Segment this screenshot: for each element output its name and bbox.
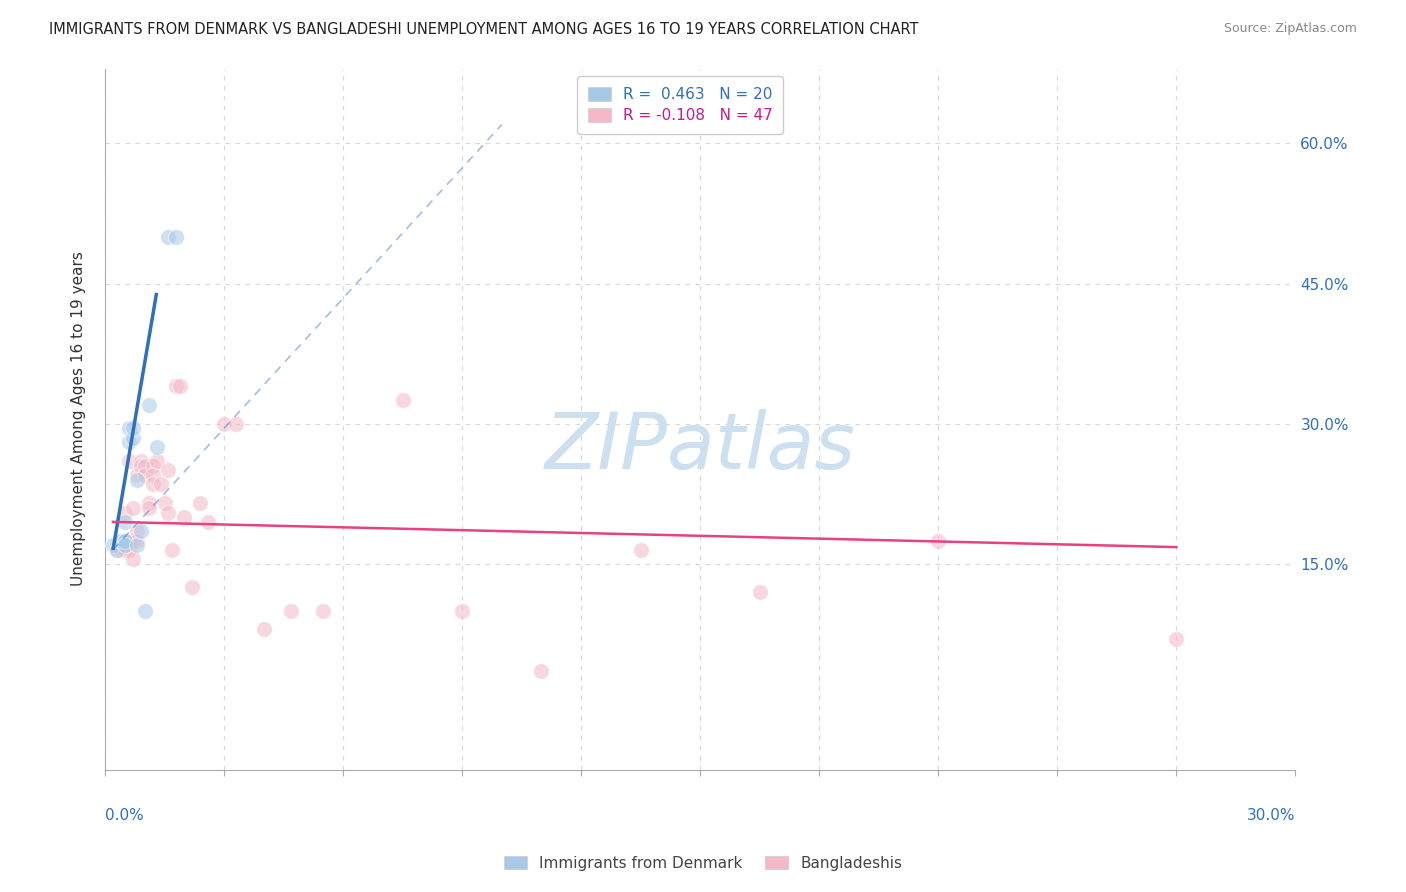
Point [1166, 632, 1188, 646]
Point [165, 379, 187, 393]
Point [391, 393, 413, 408]
Point [138, 398, 160, 412]
Point [530, 665, 553, 679]
Point [169, 379, 191, 393]
Point [134, 458, 156, 473]
Point [118, 421, 141, 435]
Point [138, 500, 160, 515]
Text: Source: ZipAtlas.com: Source: ZipAtlas.com [1223, 22, 1357, 36]
Point [142, 477, 165, 491]
Point [188, 496, 211, 510]
Point [110, 533, 132, 548]
Point [145, 454, 167, 468]
Point [121, 500, 143, 515]
Text: ZIPatlas: ZIPatlas [544, 409, 856, 485]
Point [149, 477, 172, 491]
Point [121, 552, 143, 566]
Point [121, 533, 143, 548]
Point [114, 533, 136, 548]
Y-axis label: Unemployment Among Ages 16 to 19 years: Unemployment Among Ages 16 to 19 years [72, 252, 86, 587]
Point [101, 538, 124, 552]
Point [125, 533, 148, 548]
Text: 0.0%: 0.0% [105, 808, 143, 823]
Point [225, 417, 247, 431]
Point [129, 454, 152, 468]
Point [110, 533, 132, 548]
Point [114, 533, 136, 548]
Point [451, 604, 474, 618]
Point [125, 524, 148, 539]
Point [114, 543, 136, 558]
Point [197, 515, 219, 529]
Point [118, 543, 141, 558]
Point [138, 496, 160, 510]
Point [110, 533, 132, 548]
Point [125, 538, 148, 552]
Point [157, 229, 180, 244]
Point [280, 604, 302, 618]
Point [142, 468, 165, 483]
Point [212, 417, 235, 431]
Point [145, 440, 167, 454]
Point [125, 473, 148, 487]
Point [125, 468, 148, 483]
Legend: Immigrants from Denmark, Bangladeshis: Immigrants from Denmark, Bangladeshis [495, 847, 911, 880]
Point [162, 543, 184, 558]
Point [173, 510, 195, 524]
Text: IMMIGRANTS FROM DENMARK VS BANGLADESHI UNEMPLOYMENT AMONG AGES 16 TO 19 YEARS CO: IMMIGRANTS FROM DENMARK VS BANGLADESHI U… [49, 22, 918, 37]
Point [121, 431, 143, 445]
Point [118, 454, 141, 468]
Point [118, 533, 141, 548]
Point [110, 543, 132, 558]
Point [312, 604, 335, 618]
Point [165, 229, 187, 244]
Point [118, 435, 141, 450]
Point [129, 458, 152, 473]
Point [253, 623, 276, 637]
Point [157, 463, 180, 477]
Point [142, 458, 165, 473]
Point [105, 543, 128, 558]
Point [114, 506, 136, 520]
Point [105, 543, 128, 558]
Point [121, 421, 143, 435]
Point [927, 533, 949, 548]
Point [181, 580, 204, 594]
Text: 30.0%: 30.0% [1247, 808, 1295, 823]
Point [129, 524, 152, 539]
Point [748, 585, 770, 599]
Point [157, 506, 180, 520]
Point [114, 538, 136, 552]
Point [134, 468, 156, 483]
Point [153, 496, 176, 510]
Point [134, 604, 156, 618]
Point [114, 515, 136, 529]
Legend: R =  0.463   N = 20, R = -0.108   N = 47: R = 0.463 N = 20, R = -0.108 N = 47 [576, 76, 783, 134]
Point [630, 543, 652, 558]
